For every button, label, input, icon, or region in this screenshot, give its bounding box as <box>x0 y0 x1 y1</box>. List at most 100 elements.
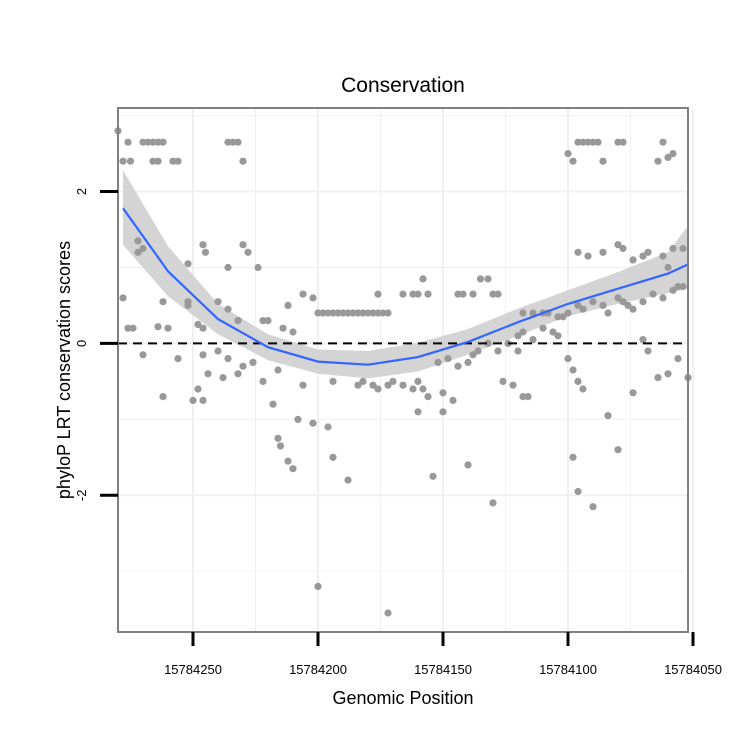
data-point <box>201 248 210 256</box>
data-point <box>284 301 292 309</box>
data-point <box>514 347 522 355</box>
data-point <box>324 309 332 317</box>
data-point <box>319 309 327 317</box>
data-point <box>579 305 587 313</box>
data-point <box>349 309 357 317</box>
data-point <box>584 252 592 260</box>
data-point <box>639 252 647 260</box>
data-point <box>619 138 627 146</box>
plot-border <box>117 107 689 633</box>
data-point <box>524 393 532 401</box>
data-point <box>284 457 292 465</box>
data-point <box>289 328 297 336</box>
data-point <box>199 396 207 404</box>
data-point <box>654 157 662 165</box>
data-point <box>344 309 352 317</box>
data-point <box>134 248 142 256</box>
data-point <box>424 393 432 401</box>
x-tick-label: 15784050 <box>664 662 722 677</box>
data-point <box>224 305 232 313</box>
x-tick-label: 15784200 <box>289 662 347 677</box>
data-point <box>259 377 267 385</box>
data-point <box>149 138 157 146</box>
data-point <box>599 301 607 309</box>
data-point <box>484 339 492 347</box>
data-point <box>244 248 252 256</box>
data-point <box>494 290 502 298</box>
data-point <box>554 313 562 321</box>
data-point <box>139 244 147 253</box>
data-point <box>239 157 247 165</box>
data-point <box>329 309 337 317</box>
data-point <box>659 294 667 302</box>
data-point <box>384 609 392 617</box>
data-point <box>614 241 622 249</box>
data-point <box>159 138 167 146</box>
data-point <box>554 332 562 340</box>
data-point <box>429 472 437 480</box>
data-point <box>299 381 307 389</box>
data-point <box>139 351 147 359</box>
data-point <box>184 260 192 268</box>
data-point <box>269 400 277 408</box>
x-tick-label: 15784100 <box>539 662 597 677</box>
data-point <box>519 309 527 317</box>
data-point <box>194 320 202 328</box>
data-point <box>569 453 577 461</box>
data-point <box>129 324 137 332</box>
data-point <box>199 324 207 332</box>
data-point <box>519 393 527 401</box>
data-point <box>559 313 567 321</box>
y-tick-label: 2 <box>74 188 89 195</box>
data-point <box>469 351 477 359</box>
data-point <box>594 138 602 146</box>
data-point <box>234 317 242 325</box>
data-point <box>639 298 647 306</box>
x-tick-label: 15784250 <box>164 662 222 677</box>
data-point <box>579 385 587 393</box>
data-point <box>299 290 307 298</box>
data-point <box>294 415 302 423</box>
data-point <box>624 301 632 309</box>
data-point <box>589 503 597 511</box>
data-point <box>174 157 182 165</box>
data-point <box>584 138 592 146</box>
data-point <box>309 294 317 302</box>
data-point <box>149 157 157 165</box>
data-point <box>674 282 682 291</box>
data-point <box>189 396 197 404</box>
data-point <box>289 465 297 473</box>
data-point <box>119 157 127 165</box>
data-point <box>219 374 227 382</box>
data-point <box>564 150 572 158</box>
data-point <box>379 309 387 317</box>
data-point <box>314 309 322 317</box>
data-point <box>654 374 662 382</box>
data-point <box>679 244 687 253</box>
data-point <box>614 138 622 146</box>
data-point <box>529 336 537 344</box>
data-point <box>154 157 162 165</box>
data-point <box>154 138 162 146</box>
x-tick-label: 15784150 <box>414 662 472 677</box>
data-point <box>669 286 677 294</box>
data-point <box>494 347 502 355</box>
x-axis: 15784250 15784200 15784150 15784100 15784050 <box>164 632 722 677</box>
data-point <box>604 412 612 420</box>
data-point <box>159 393 167 401</box>
data-point <box>239 241 247 249</box>
smooth-fit-line <box>122 207 689 366</box>
data-point <box>644 347 652 355</box>
y-axis: 2 0 -2 <box>74 188 118 501</box>
data-point <box>314 582 322 591</box>
data-point <box>619 244 627 253</box>
data-point <box>144 138 152 146</box>
y-tick-label: 0 <box>74 340 89 347</box>
data-point <box>199 241 207 249</box>
data-point <box>359 309 367 317</box>
data-point <box>574 487 582 496</box>
data-point <box>614 446 622 454</box>
data-point <box>659 252 667 260</box>
data-point <box>389 377 397 385</box>
data-point <box>464 358 472 366</box>
